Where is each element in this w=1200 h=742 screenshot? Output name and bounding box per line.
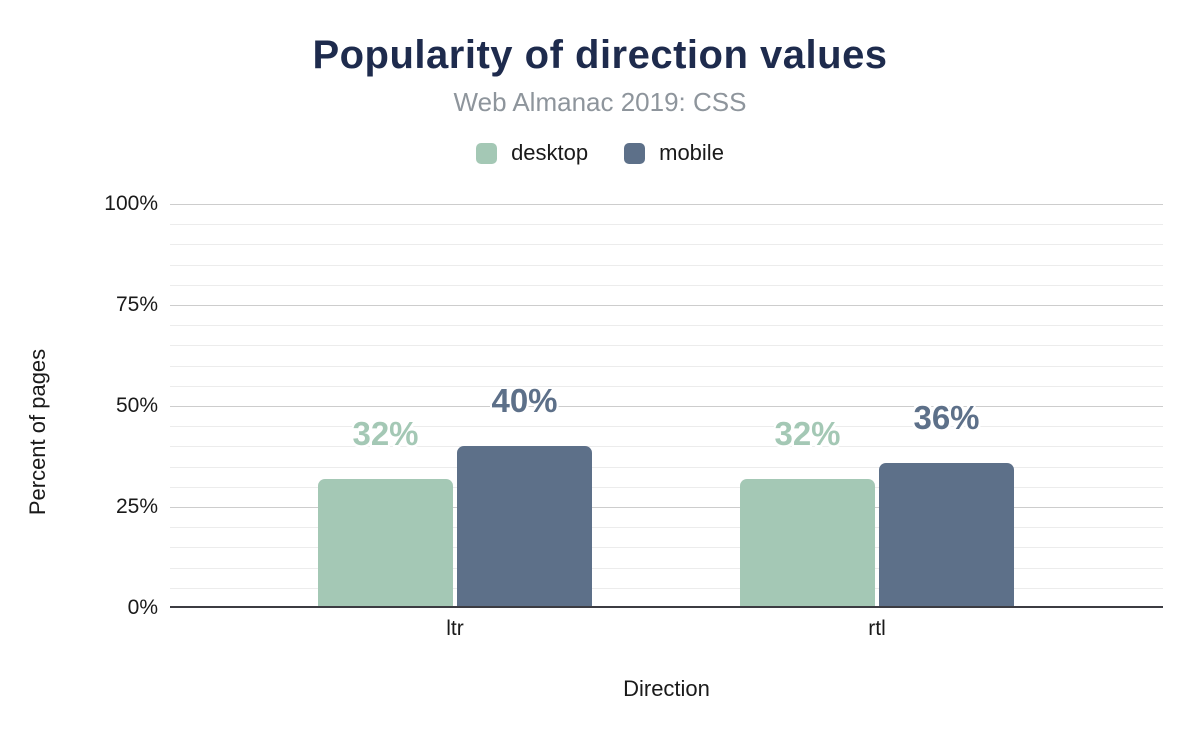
bar-value-label-mobile-ltr: 40% [491, 382, 558, 420]
gridline-minor [170, 284, 1163, 286]
y-tick-label: 0% [127, 596, 158, 619]
bar-mobile-ltr [457, 446, 592, 608]
gridline-major [170, 507, 1163, 508]
gridline-minor [170, 547, 1163, 549]
gridline-minor [170, 244, 1163, 246]
bar-value-label-desktop-ltr: 32% [352, 414, 419, 452]
x-category-label-rtl: rtl [868, 617, 886, 640]
gridline-minor [170, 567, 1163, 569]
bar-desktop-rtl [740, 478, 875, 608]
gridline-minor [170, 345, 1163, 347]
y-tick-label: 25% [115, 495, 158, 518]
gridline-minor [170, 325, 1163, 327]
gridline-major [170, 406, 1163, 407]
gridline-minor [170, 587, 1163, 589]
chart-subtitle: Web Almanac 2019: CSS [453, 87, 747, 117]
bar-value-label-desktop-rtl: 32% [774, 414, 841, 452]
gridline-minor [170, 486, 1163, 488]
gridline-minor [170, 385, 1163, 387]
gridline-minor [170, 466, 1163, 468]
legend-label-mobile: mobile [659, 140, 724, 165]
gridline-minor [170, 264, 1163, 266]
legend-item-desktop: desktop [476, 140, 588, 166]
legend-swatch-mobile [624, 142, 646, 164]
x-category-label-ltr: ltr [446, 617, 464, 640]
x-axis-line [170, 606, 1163, 608]
y-tick-label: 75% [115, 293, 158, 316]
bar-value-label-mobile-rtl: 36% [913, 398, 980, 436]
gridline-major [170, 204, 1163, 205]
gridline-minor [170, 426, 1163, 428]
chart-title: Popularity of direction values [312, 33, 888, 77]
plot-area: 32% 40% 32% 36% [170, 204, 1163, 608]
gridline-minor [170, 527, 1163, 529]
gridline-minor [170, 365, 1163, 367]
gridline-major [170, 305, 1163, 306]
legend-label-desktop: desktop [511, 140, 589, 165]
x-axis-title: Direction [623, 676, 710, 701]
gridline-minor [170, 446, 1163, 448]
bar-desktop-ltr [318, 478, 453, 608]
legend-item-mobile: mobile [624, 140, 724, 166]
y-tick-label: 50% [115, 394, 158, 417]
legend-swatch-desktop [476, 142, 498, 164]
gridline-minor [170, 224, 1163, 226]
bar-mobile-rtl [879, 462, 1014, 608]
legend: desktop mobile [0, 140, 1200, 166]
y-tick-label: 100% [104, 192, 158, 215]
